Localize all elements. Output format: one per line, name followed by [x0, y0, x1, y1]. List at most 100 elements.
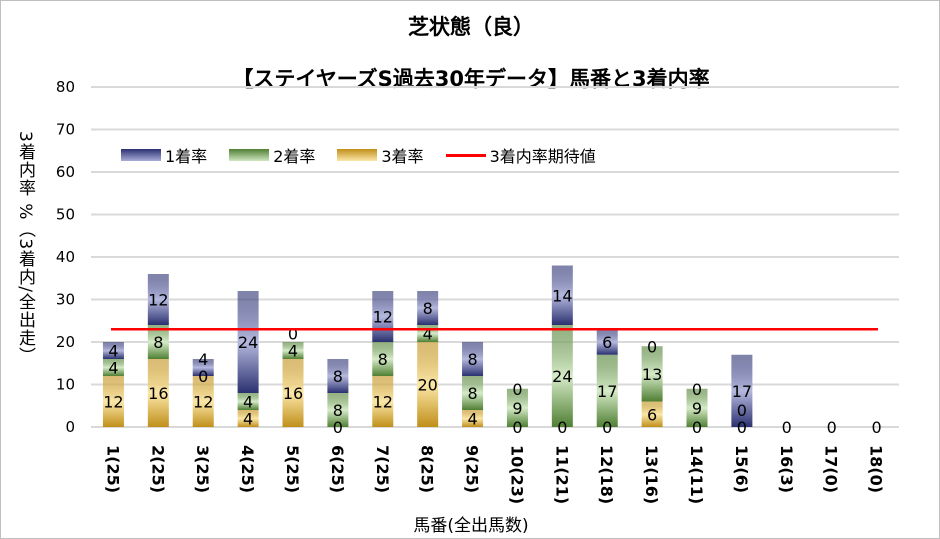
x-tick-label: 11(21) — [552, 445, 571, 504]
data-label: 4 — [108, 342, 118, 361]
bar-segment-3rd — [147, 359, 169, 427]
bar-segment-3rd — [641, 401, 663, 427]
y-tick-label: 20 — [56, 333, 75, 351]
bar-segment-2nd — [237, 393, 259, 410]
data-label: 17 — [597, 382, 617, 401]
x-tick-label: 16(3) — [777, 445, 796, 493]
bar-segment-1st — [102, 342, 124, 359]
data-label: 0 — [827, 418, 837, 437]
bar-segment-1st — [417, 291, 439, 325]
bar-segment-2nd — [327, 393, 349, 427]
data-label: 12 — [373, 393, 393, 412]
data-label: 8 — [467, 350, 477, 369]
data-label: 14 — [552, 286, 572, 305]
x-tick-label: 7(25) — [373, 445, 392, 493]
bar-segment-2nd — [102, 359, 124, 376]
data-label: 9 — [512, 399, 522, 418]
y-tick-label: 80 — [56, 78, 75, 96]
data-label: 0 — [288, 325, 298, 344]
x-tick-label: 6(25) — [328, 445, 347, 493]
bar-segment-1st — [731, 354, 753, 427]
data-label: 4 — [423, 325, 433, 344]
data-label: 8 — [423, 299, 433, 318]
bar-segment-1st — [462, 342, 484, 376]
data-label: 0 — [333, 418, 343, 437]
data-label: 0 — [602, 418, 612, 437]
bar-segment-2nd — [551, 325, 573, 427]
bar-segment-3rd — [372, 376, 394, 427]
x-tick-label: 10(23) — [507, 445, 526, 504]
y-tick-label: 0 — [65, 418, 75, 436]
data-label: 8 — [378, 350, 388, 369]
data-label: 4 — [108, 359, 118, 378]
bar-segment-1st — [147, 274, 169, 325]
data-label: 8 — [333, 367, 343, 386]
data-label: 20 — [417, 376, 437, 395]
bar-segment-2nd — [506, 388, 528, 427]
data-label: 0 — [512, 418, 522, 437]
data-label: 4 — [288, 342, 298, 361]
bar-segment-3rd — [417, 342, 439, 427]
legend: 1着率 2着率 3着率 3着内率期待値 — [121, 143, 596, 167]
data-label: 4 — [243, 410, 253, 429]
legend-item-3rd: 3着率 — [337, 143, 424, 167]
legend-swatch-2nd — [229, 149, 270, 161]
x-tick-label: 18(0) — [867, 445, 886, 493]
data-label: 0 — [782, 418, 792, 437]
bar-segment-2nd — [686, 388, 708, 427]
data-label: 4 — [198, 350, 208, 369]
data-label: 0 — [512, 380, 522, 399]
legend-swatch-expected — [445, 153, 486, 157]
data-label: 13 — [642, 365, 662, 384]
bar-segment-2nd — [372, 342, 394, 376]
bar-segment-2nd — [282, 342, 304, 359]
legend-item-expected: 3着内率期待値 — [445, 143, 596, 167]
data-label: 0 — [198, 367, 208, 386]
x-tick-label: 14(11) — [687, 445, 706, 504]
x-axis-label: 馬番(全出馬数) — [413, 516, 529, 536]
bar-segment-2nd — [462, 376, 484, 410]
data-label: 8 — [333, 401, 343, 420]
legend-label-2nd: 2着率 — [273, 147, 316, 166]
y-tick-label: 50 — [56, 206, 75, 224]
data-label: 0 — [871, 418, 881, 437]
legend-label-expected: 3着内率期待値 — [489, 147, 596, 166]
data-label: 16 — [283, 384, 303, 403]
x-tick-label: 5(25) — [283, 445, 302, 493]
x-tick-label: 8(25) — [418, 445, 437, 493]
data-label: 6 — [602, 333, 612, 352]
y-tick-label: 60 — [56, 163, 75, 181]
data-label: 0 — [647, 337, 657, 356]
legend-label-3rd: 3着率 — [381, 147, 424, 166]
data-label: 17 — [732, 382, 752, 401]
data-label: 4 — [467, 410, 477, 429]
x-tick-label: 1(25) — [103, 445, 122, 493]
legend-swatch-1st — [121, 149, 161, 161]
legend-item-1st: 1着率 — [121, 143, 207, 167]
x-tick-label: 9(25) — [463, 445, 482, 493]
data-label: 24 — [552, 367, 572, 386]
y-tick-label: 10 — [56, 376, 75, 394]
data-label: 0 — [737, 418, 747, 437]
x-tick-label: 12(18) — [597, 445, 616, 504]
y-tick-label: 40 — [56, 248, 75, 266]
legend-label-1st: 1着率 — [165, 147, 208, 166]
data-label: 12 — [148, 291, 168, 310]
bar-segment-2nd — [147, 325, 169, 359]
data-label: 12 — [193, 393, 213, 412]
bar-segment-3rd — [462, 410, 484, 427]
data-label: 0 — [557, 418, 567, 437]
data-label: 12 — [373, 308, 393, 327]
data-label: 6 — [647, 405, 657, 424]
x-tick-label: 17(0) — [822, 445, 841, 493]
data-label: 0 — [692, 418, 702, 437]
legend-swatch-3rd — [337, 149, 378, 161]
x-tick-label: 3(25) — [193, 445, 212, 493]
bar-segment-1st — [551, 265, 573, 325]
data-label: 0 — [692, 380, 702, 399]
bar-segment-1st — [596, 329, 618, 355]
bar-segment-3rd — [282, 359, 304, 427]
y-axis-label: 3着内率 %（3着内/全出走） — [15, 131, 35, 365]
